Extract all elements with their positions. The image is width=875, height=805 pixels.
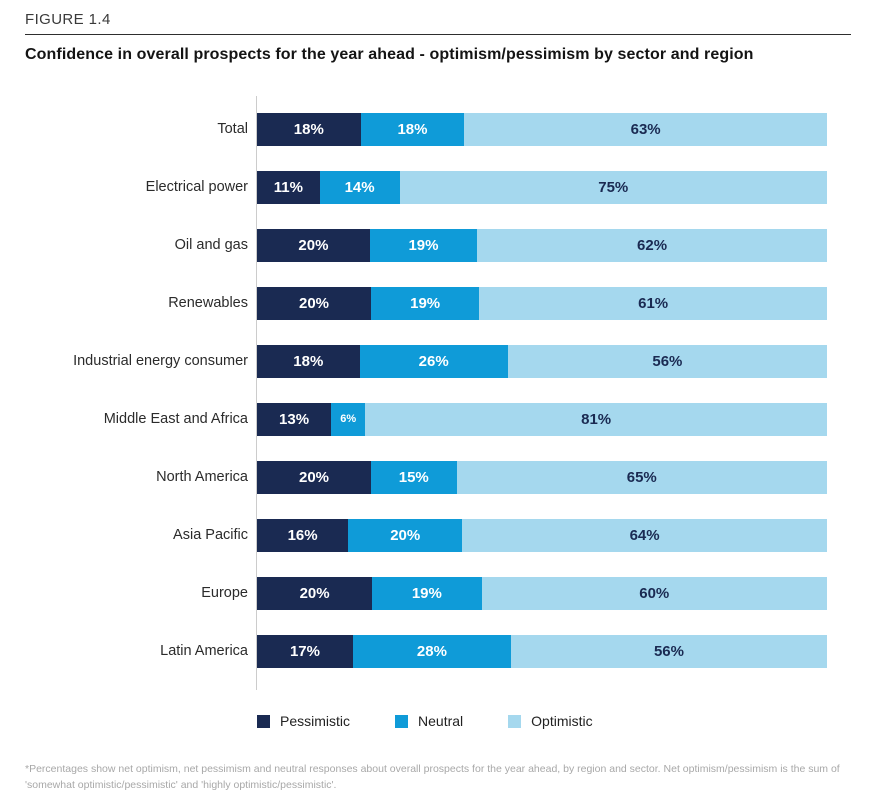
bar-segment-optimistic: 65% — [456, 460, 827, 494]
bar-segment-neutral: 18% — [360, 112, 465, 146]
category-label: Europe — [201, 585, 248, 601]
chart-row: North America 20% 15% 65% — [0, 448, 875, 506]
legend: Pessimistic Neutral Optimistic — [257, 713, 593, 729]
bar-segment-optimistic: 60% — [481, 576, 827, 610]
chart-row: Middle East and Africa 13% 6% 81% — [0, 390, 875, 448]
stacked-bar: 17% 28% 56% — [257, 634, 827, 668]
category-label: Industrial energy consumer — [73, 353, 248, 369]
footnote: *Percentages show net optimism, net pess… — [25, 763, 840, 792]
bar-segment-pessimistic: 20% — [257, 576, 373, 610]
category-label: Middle East and Africa — [103, 411, 248, 427]
legend-swatch-icon — [395, 714, 409, 728]
bar-segment-pessimistic: 20% — [257, 460, 371, 494]
bar-segment-pessimistic: 18% — [257, 344, 360, 378]
bar-segment-neutral: 28% — [352, 634, 511, 668]
legend-item-neutral: Neutral — [395, 713, 463, 729]
bar-segment-pessimistic: 16% — [257, 518, 349, 552]
stacked-bar: 13% 6% 81% — [257, 402, 827, 436]
chart-row: Electrical power 11% 14% 75% — [0, 158, 875, 216]
bar-segment-neutral: 15% — [371, 460, 457, 494]
stacked-bar: 18% 26% 56% — [257, 344, 827, 378]
chart-row: Asia Pacific 16% 20% 64% — [0, 506, 875, 564]
bar-segment-optimistic: 81% — [365, 402, 827, 436]
bar-segment-optimistic: 56% — [507, 344, 827, 378]
legend-label: Pessimistic — [280, 713, 351, 729]
category-label: Renewables — [168, 295, 248, 311]
bar-segment-optimistic: 63% — [464, 112, 828, 146]
chart-row: Europe 20% 19% 60% — [0, 564, 875, 622]
bar-segment-neutral: 14% — [319, 170, 400, 204]
chart-row: Latin America 17% 28% 56% — [0, 622, 875, 680]
chart-row: Industrial energy consumer 18% 26% 56% — [0, 332, 875, 390]
chart-title: Confidence in overall prospects for the … — [25, 46, 754, 63]
bar-segment-optimistic: 75% — [399, 170, 827, 204]
stacked-bar: 20% 19% 60% — [257, 576, 827, 610]
legend-item-optimistic: Optimistic — [508, 713, 593, 729]
category-label: North America — [156, 469, 248, 485]
bar-segment-pessimistic: 11% — [257, 170, 320, 204]
bar-segment-pessimistic: 20% — [257, 228, 370, 262]
y-axis-line — [256, 96, 257, 690]
category-label: Oil and gas — [174, 237, 248, 253]
bar-segment-pessimistic: 20% — [257, 286, 371, 320]
bar-segment-optimistic: 61% — [479, 286, 827, 320]
category-label: Electrical power — [145, 179, 248, 195]
legend-label: Neutral — [418, 713, 464, 729]
stacked-bar: 18% 18% 63% — [257, 112, 828, 146]
bar-segment-neutral: 19% — [372, 576, 482, 610]
chart-rows: Total 18% 18% 63% Electrical power 11% 14% 75% O… — [0, 100, 875, 680]
bar-segment-pessimistic: 17% — [257, 634, 353, 668]
bar-segment-neutral: 19% — [369, 228, 478, 262]
category-label: Asia Pacific — [173, 527, 248, 543]
bar-segment-neutral: 26% — [359, 344, 508, 378]
stacked-bar: 16% 20% 64% — [257, 518, 827, 552]
bar-segment-optimistic: 64% — [462, 518, 827, 552]
legend-label: Optimistic — [531, 713, 593, 729]
bar-segment-optimistic: 62% — [477, 228, 828, 262]
stacked-bar: 20% 19% 62% — [257, 228, 828, 262]
legend-swatch-icon — [257, 714, 270, 728]
legend-item-pessimistic: Pessimistic — [257, 713, 350, 729]
bar-segment-neutral: 6% — [331, 402, 366, 436]
category-label: Latin America — [160, 643, 248, 659]
bar-segment-neutral: 19% — [371, 286, 480, 320]
figure-label: FIGURE 1.4 — [25, 11, 111, 28]
stacked-bar: 20% 15% 65% — [257, 460, 827, 494]
bar-segment-neutral: 20% — [348, 518, 463, 552]
legend-swatch-icon — [508, 714, 522, 728]
bar-segment-pessimistic: 18% — [257, 112, 361, 146]
bar-segment-pessimistic: 13% — [257, 402, 332, 436]
category-label: Total — [217, 121, 248, 137]
stacked-bar: 11% 14% 75% — [257, 170, 827, 204]
stacked-bar: 20% 19% 61% — [257, 286, 827, 320]
header-divider — [25, 34, 851, 35]
chart-row: Oil and gas 20% 19% 62% — [0, 216, 875, 274]
bar-segment-optimistic: 56% — [510, 634, 827, 668]
chart-row: Renewables 20% 19% 61% — [0, 274, 875, 332]
chart-row: Total 18% 18% 63% — [0, 100, 875, 158]
